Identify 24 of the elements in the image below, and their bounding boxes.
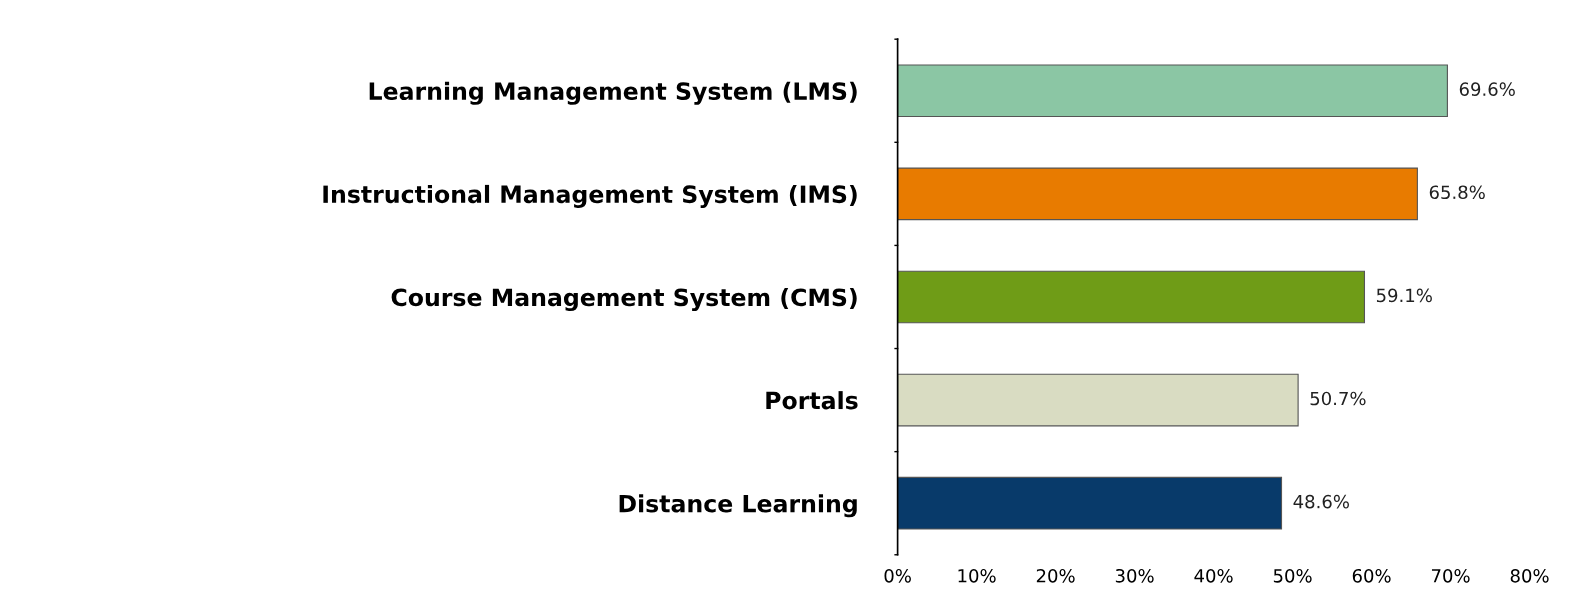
data-label: 59.1% — [1376, 288, 1432, 303]
data-label: 50.7% — [1310, 391, 1366, 406]
bar — [897, 476, 1283, 530]
y-tick-label: Learning Management System (LMS) — [369, 81, 857, 105]
x-tick-label: 0% — [884, 568, 911, 583]
x-tick-label: 50% — [1273, 568, 1312, 583]
x-tick-label: 40% — [1194, 568, 1233, 583]
x-tick-label: 80% — [1510, 568, 1549, 583]
bar — [897, 373, 1299, 427]
x-tick-label: 10% — [958, 568, 996, 583]
bar — [897, 167, 1418, 221]
data-label: 48.6% — [1293, 494, 1349, 509]
x-tick-label: 20% — [1036, 568, 1075, 583]
x-tick-label: 60% — [1352, 568, 1391, 583]
data-label: 69.6% — [1459, 82, 1515, 96]
y-tick-label: Distance Learning — [619, 494, 857, 518]
x-tick-label: 30% — [1115, 568, 1154, 583]
data-label: 65.8% — [1429, 185, 1485, 200]
y-tick-label: Instructional Management System (IMS) — [323, 184, 857, 208]
bar — [897, 270, 1366, 324]
y-tick-label: Course Management System (CMS) — [391, 288, 857, 312]
y-tick-label: Portals — [766, 391, 858, 410]
bar — [897, 64, 1448, 118]
x-tick-label: 70% — [1431, 568, 1470, 583]
